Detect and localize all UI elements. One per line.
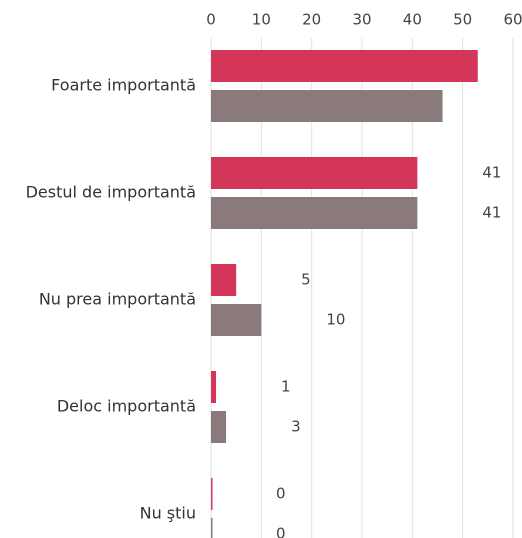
value-label: 3: [291, 418, 301, 436]
value-label: 0: [276, 525, 286, 538]
x-tick-label: 10: [252, 11, 271, 29]
bar: [211, 371, 217, 403]
bar: [211, 157, 418, 189]
value-label: 5: [301, 271, 311, 289]
bar: [211, 264, 237, 296]
bar: [211, 304, 262, 336]
category-label: Deloc importantă: [57, 397, 196, 416]
bar: [211, 90, 443, 122]
bar: [211, 411, 227, 443]
value-label: 10: [326, 311, 345, 329]
value-label: 1: [281, 378, 291, 396]
x-tick-label: 0: [206, 11, 216, 29]
x-tick-label: 50: [453, 11, 472, 29]
category-label: Foarte importantă: [51, 76, 196, 95]
category-label: Nu ştiu: [140, 504, 196, 523]
value-label: 0: [276, 485, 286, 503]
x-tick-label: 20: [302, 11, 321, 29]
category-label: Destul de importantă: [26, 183, 196, 202]
value-label: 41: [482, 204, 501, 222]
x-tick-label: 60: [503, 11, 522, 29]
x-tick-label: 30: [352, 11, 371, 29]
category-label: Nu prea importantă: [39, 290, 196, 309]
bar: [211, 478, 213, 510]
x-tick-label: 40: [403, 11, 422, 29]
bar: [211, 197, 418, 229]
bar: [211, 518, 213, 538]
bar: [211, 50, 478, 82]
value-label: 41: [482, 164, 501, 182]
